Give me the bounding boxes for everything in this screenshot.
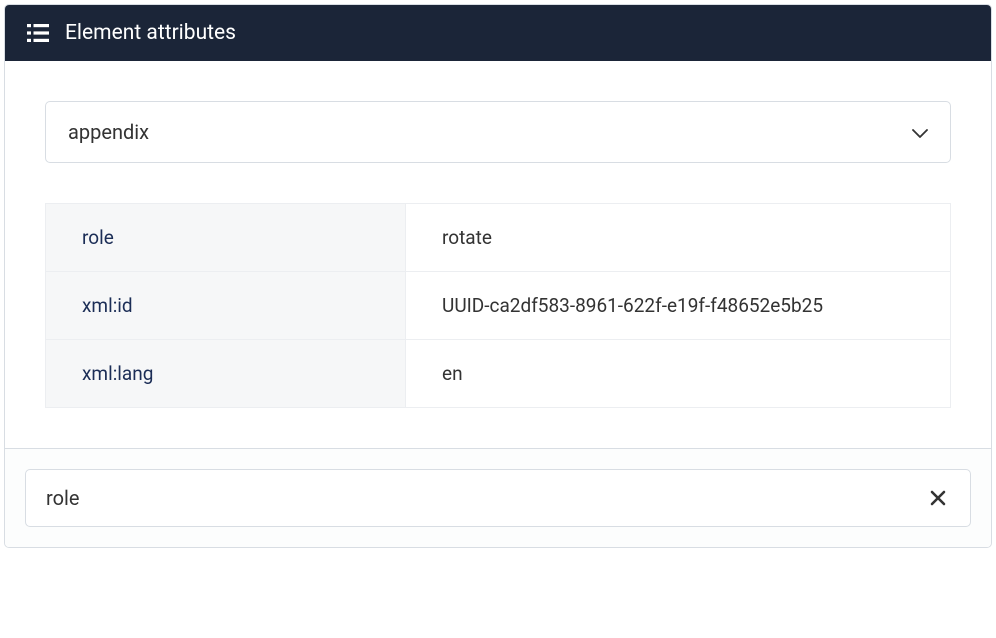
attribute-input-wrap xyxy=(25,469,971,527)
list-icon xyxy=(27,24,49,42)
input-section xyxy=(5,448,991,547)
clear-icon[interactable] xyxy=(926,490,950,506)
attr-key[interactable]: xml:id xyxy=(46,272,406,340)
dropdown-selected: appendix xyxy=(68,120,149,144)
element-attributes-panel: Element attributes appendix role rotate … xyxy=(4,4,992,548)
attr-value[interactable]: en xyxy=(406,340,951,408)
table-row: xml:id UUID-ca2df583-8961-622f-e19f-f486… xyxy=(46,272,951,340)
chevron-down-icon xyxy=(912,120,928,144)
panel-body: appendix role rotate xml:id UUID-ca2df58… xyxy=(5,61,991,448)
attr-key[interactable]: xml:lang xyxy=(46,340,406,408)
attr-value[interactable]: rotate xyxy=(406,204,951,272)
element-dropdown[interactable]: appendix xyxy=(45,101,951,163)
table-row: role rotate xyxy=(46,204,951,272)
attribute-input[interactable] xyxy=(46,486,926,510)
attributes-table: role rotate xml:id UUID-ca2df583-8961-62… xyxy=(45,203,951,408)
attr-value[interactable]: UUID-ca2df583-8961-622f-e19f-f48652e5b25 xyxy=(406,272,951,340)
table-row: xml:lang en xyxy=(46,340,951,408)
panel-header: Element attributes xyxy=(5,5,991,61)
attr-key[interactable]: role xyxy=(46,204,406,272)
panel-title: Element attributes xyxy=(65,21,236,45)
